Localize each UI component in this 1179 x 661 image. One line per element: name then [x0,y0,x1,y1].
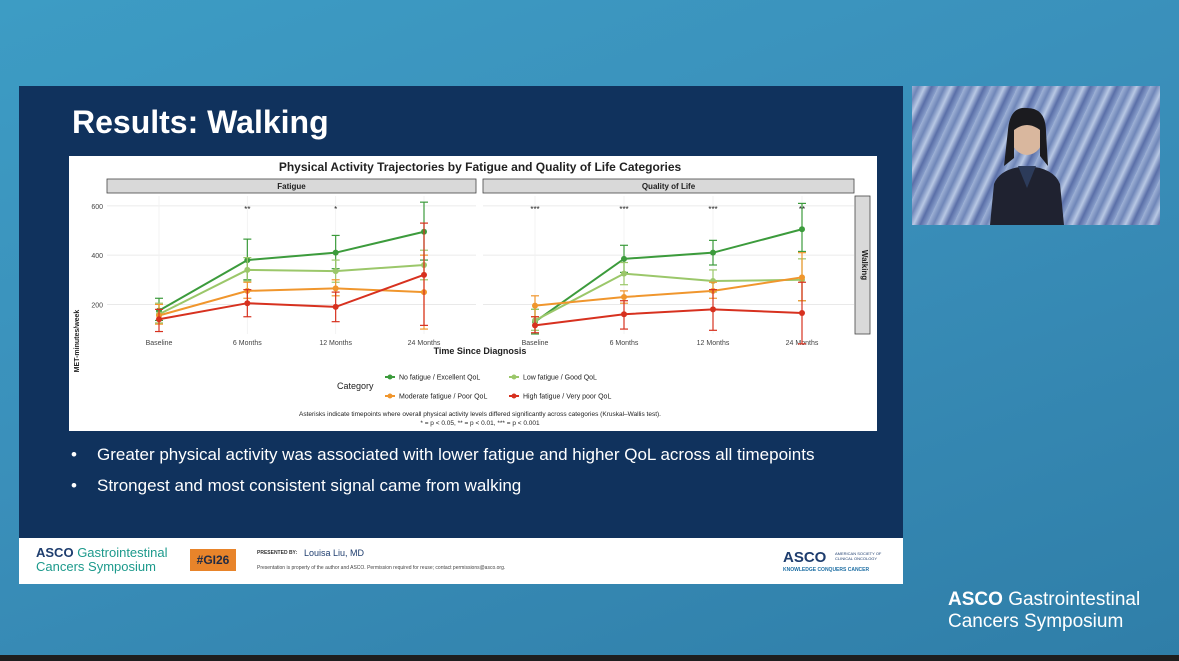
x-tick-label: 6 Months [233,340,262,347]
series-line [158,264,425,316]
x-axis-label: Time Since Diagnosis [434,346,527,356]
data-point [332,285,339,292]
x-tick-label: 6 Months [610,340,639,347]
bullet-text: Greater physical activity was associated… [97,445,815,464]
bullet-dot-icon: • [71,445,77,464]
data-point [799,310,805,317]
data-point [244,266,251,273]
speaker-silhouette-icon [990,107,1064,225]
legend-item-label: Moderate fatigue / Poor QoL [399,394,487,401]
y-tick-label: 400 [91,253,103,260]
speaker-video [912,86,1160,225]
legend-key-point [387,374,393,380]
chart-footnote: Asterisks indicate timepoints where over… [299,411,661,418]
series-line [158,230,425,312]
x-tick-label: 12 Months [319,340,352,347]
legend-item-label: High fatigue / Very poor QoL [523,394,611,401]
bullet-dot-icon: • [71,476,77,495]
facet-strip-label: Fatigue [277,182,306,191]
series-line [158,273,425,321]
trajectory-chart: Physical Activity Trajectories by Fatigu… [74,160,871,427]
data-point [621,311,627,318]
data-point [532,322,538,329]
significance-marker: *** [619,205,628,214]
facet-strip-label: Quality of Life [642,182,696,191]
data-point [799,226,805,233]
row-strip [854,195,871,335]
bottom-strip [0,655,1179,661]
presented-by-label: PRESENTED BY: [257,550,298,556]
significance-marker: ** [244,205,250,214]
data-point [799,274,805,281]
data-point [332,268,339,275]
data-point [332,249,339,256]
facet-strip [106,178,477,194]
chart-panel: Physical Activity Trajectories by Fatigu… [69,156,877,431]
data-point [710,306,716,313]
chart-footnote-significance: * = p < 0.05, ** = p < 0.01, *** = p < 0… [420,420,540,427]
data-point [621,255,627,262]
row-strip-label: Walking [860,250,869,280]
bullet-text: Strongest and most consistent signal cam… [97,476,522,495]
bullet-item: • Greater physical activity was associat… [71,444,831,466]
data-point [421,271,427,278]
x-tick-label: Baseline [146,340,173,347]
y-tick-label: 200 [91,302,103,309]
series-line [534,228,803,323]
facet-strip [482,178,855,194]
data-point [244,300,251,307]
legend-key-point [511,393,517,399]
data-point [621,270,627,277]
significance-marker: * [334,205,337,214]
data-point [156,316,162,323]
corner-symposium-logo: ASCO Gastrointestinal Cancers Symposium [948,589,1141,632]
bullet-list: • Greater physical activity was associat… [71,444,831,506]
presentation-slide: Results: Walking Physical Activity Traje… [19,86,903,584]
legend-item-label: Low fatigue / Good QoL [523,375,597,382]
data-point [710,249,716,256]
disclaimer-text: Presentation is property of the author a… [257,565,506,571]
y-axis-label: MET-minutes/week [74,310,81,373]
legend-item-label: No fatigue / Excellent QoL [399,375,480,382]
x-tick-label: Baseline [522,340,549,347]
legend-key-point [387,393,393,399]
series-line [534,308,803,327]
hashtag-badge: #GI26 [190,549,236,571]
slide-body: Results: Walking Physical Activity Traje… [19,86,903,538]
significance-marker: *** [708,205,717,214]
bullet-item: • Strongest and most consistent signal c… [71,475,831,497]
data-point [621,294,627,301]
slide-footer: ASCO Gastrointestinal Cancers Symposium … [19,538,903,584]
x-tick-label: 12 Months [697,340,730,347]
x-tick-label: 24 Months [408,340,441,347]
slide-title: Results: Walking [72,104,329,140]
significance-marker: *** [530,205,539,214]
data-point [332,303,339,310]
legend-title: Category [337,381,374,391]
series-line [534,272,803,322]
legend-key-point [511,374,517,380]
chart-title: Physical Activity Trajectories by Fatigu… [279,160,682,174]
y-tick-label: 600 [91,204,103,211]
asco-logo-right: ASCO AMERICAN SOCIETY OF CLINICAL ONCOLO… [783,549,882,573]
data-point [532,302,538,309]
series-line [534,276,803,307]
presenter-name: Louisa Liu, MD [304,548,365,558]
asco-gi-logo: ASCO Gastrointestinal Cancers Symposium [36,545,168,574]
